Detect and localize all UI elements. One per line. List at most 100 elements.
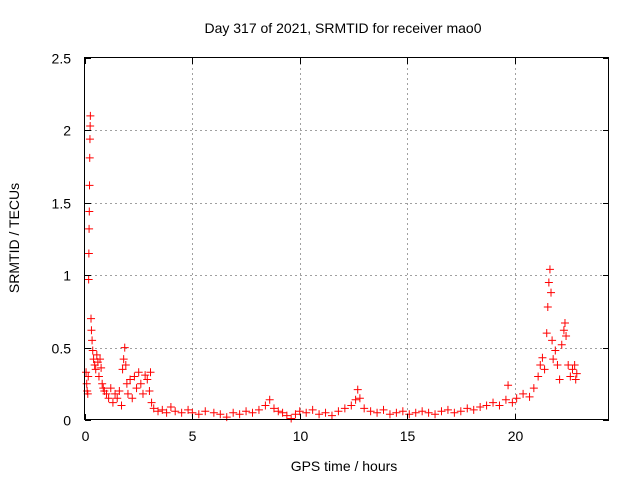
data-point — [84, 249, 93, 258]
data-point — [92, 350, 101, 359]
tick-labels: 0 5 10 15 20 0 0.5 1 1.5 2 2.5 — [52, 51, 524, 445]
data-point — [98, 379, 107, 388]
data-point — [469, 405, 478, 414]
data-point — [351, 395, 360, 404]
data-point — [405, 410, 414, 419]
data-point — [560, 318, 569, 327]
data-point — [282, 411, 291, 420]
x-axis-label: GPS time / hours — [291, 458, 398, 474]
y-tick-label: 1.5 — [52, 196, 72, 212]
data-point — [274, 407, 283, 416]
data-point — [557, 340, 566, 349]
axis-ticks — [85, 58, 609, 421]
data-point — [118, 365, 127, 374]
data-point — [512, 394, 521, 403]
x-tick-label: 10 — [293, 428, 309, 444]
data-point — [315, 410, 324, 419]
data-point — [482, 401, 491, 410]
data-point — [154, 407, 163, 416]
data-point — [235, 410, 244, 419]
data-point — [94, 372, 103, 381]
data-points — [82, 111, 581, 423]
data-point — [495, 401, 504, 410]
data-point — [418, 407, 427, 416]
data-point — [540, 365, 549, 374]
data-point — [123, 389, 132, 398]
y-tick-label: 0.5 — [52, 341, 72, 357]
data-point — [551, 346, 560, 355]
data-point — [88, 336, 97, 345]
data-point — [141, 371, 150, 380]
data-point — [568, 365, 577, 374]
data-point — [534, 372, 543, 381]
data-point — [158, 405, 167, 414]
data-point — [85, 181, 94, 190]
data-point — [366, 407, 375, 416]
y-axis-label: SRMTID / TECUs — [6, 183, 22, 293]
data-point — [398, 407, 407, 416]
data-point — [82, 379, 91, 388]
data-point — [544, 278, 553, 287]
data-point — [321, 408, 330, 417]
data-point — [254, 405, 263, 414]
data-point — [85, 224, 94, 233]
data-point — [83, 389, 92, 398]
data-point — [308, 405, 317, 414]
chart-title: Day 317 of 2021, SRMTID for receiver mao… — [204, 20, 481, 36]
data-point — [566, 372, 575, 381]
data-point — [126, 375, 135, 384]
data-point — [463, 404, 472, 413]
data-point — [501, 395, 510, 404]
data-point — [353, 385, 362, 394]
data-point — [113, 394, 122, 403]
data-point — [128, 394, 137, 403]
data-point — [265, 395, 274, 404]
data-point — [117, 401, 126, 410]
data-point — [177, 408, 186, 417]
data-point — [84, 275, 93, 284]
data-point — [86, 122, 95, 131]
data-point — [136, 379, 145, 388]
data-point — [295, 407, 304, 416]
data-point — [443, 405, 452, 414]
data-point — [147, 398, 156, 407]
data-point — [85, 207, 94, 216]
x-tick-label: 15 — [400, 428, 416, 444]
data-point — [209, 408, 218, 417]
data-point — [132, 384, 141, 393]
data-point — [334, 407, 343, 416]
data-point — [385, 410, 394, 419]
data-point — [122, 379, 131, 388]
x-tick-label: 20 — [508, 428, 524, 444]
data-point — [87, 314, 96, 323]
data-point — [570, 360, 579, 369]
data-point — [111, 389, 120, 398]
data-point — [291, 410, 300, 419]
data-point — [97, 363, 106, 372]
data-point — [379, 405, 388, 414]
y-tick-label: 0 — [63, 413, 71, 429]
data-point — [166, 402, 175, 411]
data-point — [88, 346, 97, 355]
x-tick-label: 5 — [189, 428, 197, 444]
data-point — [302, 408, 311, 417]
data-point — [146, 368, 155, 377]
data-point — [360, 404, 369, 413]
data-point — [545, 265, 554, 274]
data-point — [143, 375, 152, 384]
data-point — [120, 343, 129, 352]
data-point — [571, 375, 580, 384]
data-point — [216, 410, 225, 419]
data-point — [104, 394, 113, 403]
data-point — [278, 408, 287, 417]
data-point — [130, 372, 139, 381]
data-point — [508, 398, 517, 407]
data-point — [269, 404, 278, 413]
data-point — [96, 355, 105, 364]
data-point — [536, 360, 545, 369]
plot-frame — [84, 57, 609, 420]
data-point — [87, 326, 96, 335]
data-point — [108, 398, 117, 407]
data-point — [171, 407, 180, 416]
